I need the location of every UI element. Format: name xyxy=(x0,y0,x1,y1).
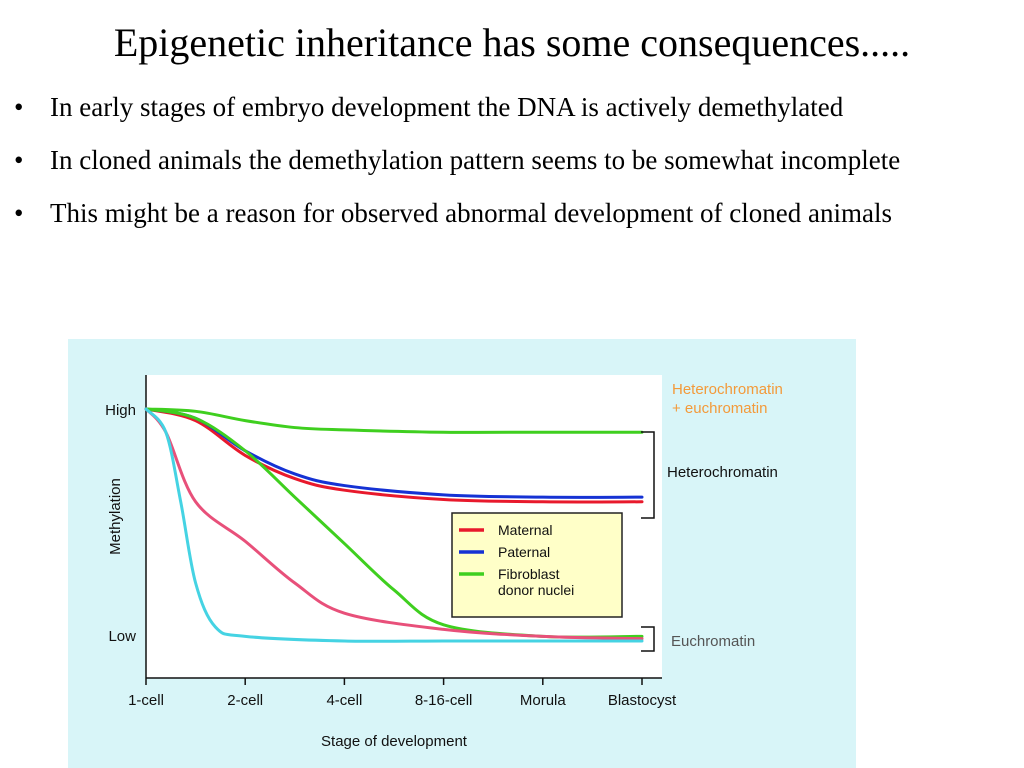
legend-label-0: Maternal xyxy=(498,522,552,538)
bullet-item: • In early stages of embryo development t… xyxy=(14,88,1014,127)
y-tick-label-low: Low xyxy=(108,628,136,645)
x-tick-label: Morula xyxy=(520,692,567,709)
bullet-item: • In cloned animals the demethylation pat… xyxy=(14,141,1014,180)
methylation-figure: 1-cell 2-cell 4-cell 8-16-cell Morula Blastoc… xyxy=(68,339,856,768)
bullet-glyph: • xyxy=(14,198,24,228)
legend-label-2: Fibroblast xyxy=(498,566,560,582)
methylation-chart: 1-cell 2-cell 4-cell 8-16-cell Morula Blastoc… xyxy=(105,375,783,750)
series-line-5 xyxy=(144,407,644,643)
x-tick-label: 4-cell xyxy=(326,692,362,709)
bullet-item: • This might be a reason for observed abn… xyxy=(14,194,1014,233)
bullet-glyph: • xyxy=(14,92,24,122)
legend-label-2: donor nuclei xyxy=(498,582,574,598)
x-tick-label: 8-16-cell xyxy=(415,692,473,709)
bullet-glyph: • xyxy=(14,145,24,175)
series-line-0 xyxy=(144,407,644,504)
bracket-euchromatin xyxy=(641,626,655,652)
bullet-text: In early stages of embryo development th… xyxy=(50,92,844,122)
x-tick-label: 2-cell xyxy=(227,692,263,709)
x-axis-label: Stage of development xyxy=(321,733,468,750)
annotation-heterochromatin-euchromatin: Heterochromatin xyxy=(672,381,783,398)
x-tick-label: 1-cell xyxy=(128,692,164,709)
annotation-heterochromatin-euchromatin: + euchromatin xyxy=(672,400,767,417)
bullet-list: • In early stages of embryo development t… xyxy=(14,88,1014,247)
annotation-euchromatin: Euchromatin xyxy=(671,633,755,650)
y-axis-label: Methylation xyxy=(107,478,124,555)
x-tick-label: Blastocyst xyxy=(608,692,677,709)
series-line-2 xyxy=(144,407,644,434)
y-tick-label-high: High xyxy=(105,402,136,419)
legend-label-1: Paternal xyxy=(498,544,550,560)
bracket-heterochromatin xyxy=(641,431,655,519)
bullet-text: In cloned animals the demethylation patt… xyxy=(50,145,901,175)
series-line-4 xyxy=(144,407,644,641)
bullet-text: This might be a reason for observed abno… xyxy=(50,198,892,228)
annotation-heterochromatin: Heterochromatin xyxy=(667,464,778,481)
page-title: Epigenetic inheritance has some conseque… xyxy=(113,20,911,65)
